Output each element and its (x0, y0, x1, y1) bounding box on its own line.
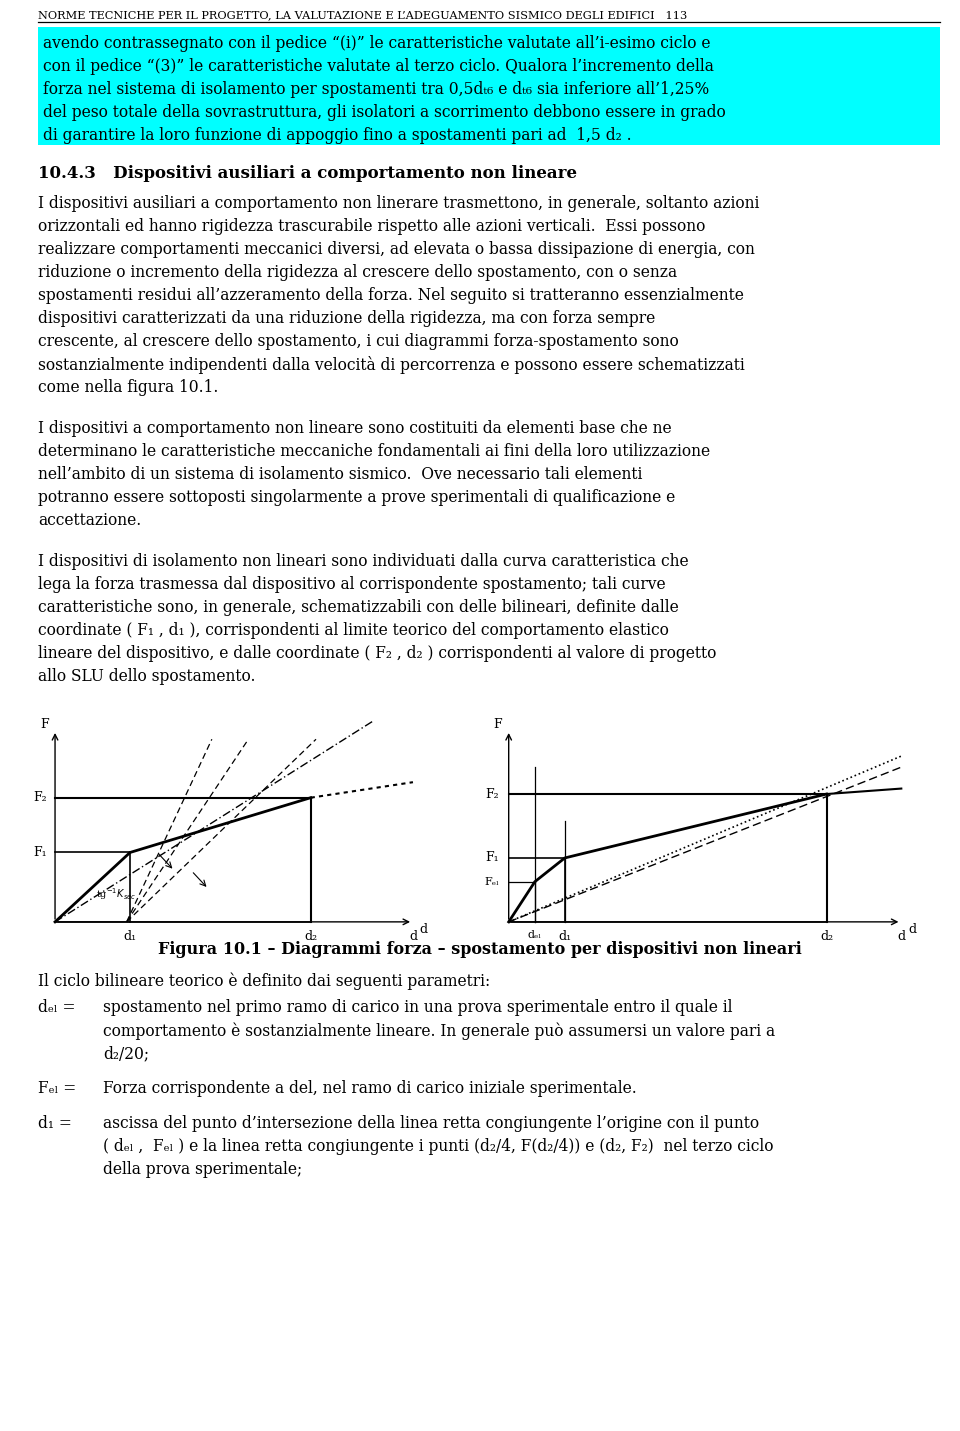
Text: della prova sperimentale;: della prova sperimentale; (103, 1161, 302, 1178)
Text: allo SLU dello spostamento.: allo SLU dello spostamento. (38, 668, 255, 685)
Text: Fₑₗ =: Fₑₗ = (38, 1080, 76, 1098)
Text: forza nel sistema di isolamento per spostamenti tra 0,5dₜ₆ e dₜ₆ sia inferiore a: forza nel sistema di isolamento per spos… (43, 82, 709, 97)
Text: di garantire la loro funzione di appoggio fino a spostamenti pari ad  1,5 d₂ .: di garantire la loro funzione di appoggi… (43, 127, 632, 145)
Text: F₁: F₁ (33, 846, 46, 859)
Bar (38, 27, 940, 145)
Text: del peso totale della sovrastruttura, gli isolatori a scorrimento debbono essere: del peso totale della sovrastruttura, gl… (43, 104, 726, 122)
Text: nell’ambito di un sistema di isolamento sismico.  Ove necessario tali elementi: nell’ambito di un sistema di isolamento … (38, 467, 642, 484)
Text: con il pedice “(3)” le caratteristiche valutate al terzo ciclo. Qualora l’increm: con il pedice “(3)” le caratteristiche v… (43, 59, 714, 74)
Text: spostamenti residui all’azzeramento della forza. Nel seguito si tratteranno esse: spostamenti residui all’azzeramento dell… (38, 288, 744, 303)
Text: realizzare comportamenti meccanici diversi, ad elevata o bassa dissipazione di e: realizzare comportamenti meccanici diver… (38, 240, 755, 258)
Text: F: F (493, 718, 502, 731)
Text: lineare del dispositivo, e dalle coordinate ( F₂ , d₂ ) corrispondenti al valore: lineare del dispositivo, e dalle coordin… (38, 645, 716, 663)
Text: accettazione.: accettazione. (38, 512, 141, 529)
Text: dispositivi caratterizzati da una riduzione della rigidezza, ma con forza sempre: dispositivi caratterizzati da una riduzi… (38, 311, 656, 328)
Text: d₂: d₂ (820, 930, 833, 943)
Text: d: d (908, 923, 917, 936)
Text: determinano le caratteristiche meccaniche fondamentali ai fini della loro utiliz: determinano le caratteristiche meccanich… (38, 444, 710, 459)
Text: ( dₑₗ ,  Fₑₗ ) e la linea retta congiungente i punti (d₂/4, F(d₂/4)) e (d₂, F₂) : ( dₑₗ , Fₑₗ ) e la linea retta congiunge… (103, 1138, 774, 1155)
Text: d₁: d₁ (124, 930, 136, 943)
Text: d₂: d₂ (304, 930, 317, 943)
Text: $\mathregular{tg}^{-1}K_{sec}$: $\mathregular{tg}^{-1}K_{sec}$ (96, 887, 136, 903)
Text: NORME TECNICHE PER IL PROGETTO, LA VALUTAZIONE E L’ADEGUAMENTO SISMICO DEGLI EDI: NORME TECNICHE PER IL PROGETTO, LA VALUT… (38, 10, 687, 20)
Text: riduzione o incremento della rigidezza al crescere dello spostamento, con o senz: riduzione o incremento della rigidezza a… (38, 263, 677, 280)
Text: I dispositivi ausiliari a comportamento non linerare trasmettono, in generale, s: I dispositivi ausiliari a comportamento … (38, 195, 759, 212)
Text: I dispositivi a comportamento non lineare sono costituiti da elementi base che n: I dispositivi a comportamento non linear… (38, 421, 672, 436)
Text: d₂/20;: d₂/20; (103, 1045, 149, 1062)
Text: orizzontali ed hanno rigidezza trascurabile rispetto alle azioni verticali.  Ess: orizzontali ed hanno rigidezza trascurab… (38, 218, 706, 235)
Text: d: d (420, 923, 427, 936)
Text: F₂: F₂ (486, 787, 499, 800)
Text: comportamento è sostanzialmente lineare. In generale può assumersi un valore par: comportamento è sostanzialmente lineare.… (103, 1022, 775, 1039)
Text: Fₑₗ: Fₑₗ (485, 877, 499, 887)
Text: F: F (40, 718, 49, 731)
Text: crescente, al crescere dello spostamento, i cui diagrammi forza-spostamento sono: crescente, al crescere dello spostamento… (38, 333, 679, 351)
Text: 10.4.3   Dispositivi ausiliari a comportamento non lineare: 10.4.3 Dispositivi ausiliari a comportam… (38, 165, 577, 182)
Text: dₑₗ =: dₑₗ = (38, 999, 76, 1016)
Text: d: d (409, 930, 417, 943)
Text: d: d (898, 930, 905, 943)
Text: Figura 10.1 – Diagrammi forza – spostamento per dispositivi non lineari: Figura 10.1 – Diagrammi forza – spostame… (158, 942, 802, 957)
Text: caratteristiche sono, in generale, schematizzabili con delle bilineari, definite: caratteristiche sono, in generale, schem… (38, 600, 679, 615)
Text: I dispositivi di isolamento non lineari sono individuati dalla curva caratterist: I dispositivi di isolamento non lineari … (38, 552, 688, 570)
Text: Il ciclo bilineare teorico è definito dai seguenti parametri:: Il ciclo bilineare teorico è definito da… (38, 973, 491, 990)
Text: avendo contrassegnato con il pedice “(i)” le caratteristiche valutate all’i-esim: avendo contrassegnato con il pedice “(i)… (43, 34, 710, 52)
Text: d₁: d₁ (558, 930, 571, 943)
Text: ascissa del punto d’intersezione della linea retta congiungente l’origine con il: ascissa del punto d’intersezione della l… (103, 1115, 759, 1132)
Text: potranno essere sottoposti singolarmente a prove sperimentali di qualificazione : potranno essere sottoposti singolarmente… (38, 489, 675, 507)
Text: come nella figura 10.1.: come nella figura 10.1. (38, 379, 218, 396)
Text: d₁ =: d₁ = (38, 1115, 72, 1132)
Text: dₑₗ: dₑₗ (528, 930, 541, 940)
Text: sostanzialmente indipendenti dalla velocità di percorrenza e possono essere sche: sostanzialmente indipendenti dalla veloc… (38, 356, 745, 373)
Text: spostamento nel primo ramo di carico in una prova sperimentale entro il quale il: spostamento nel primo ramo di carico in … (103, 999, 732, 1016)
Text: F₁: F₁ (486, 851, 499, 864)
Text: Forza corrispondente a del, nel ramo di carico iniziale sperimentale.: Forza corrispondente a del, nel ramo di … (103, 1080, 636, 1098)
Text: lega la forza trasmessa dal dispositivo al corrispondente spostamento; tali curv: lega la forza trasmessa dal dispositivo … (38, 577, 665, 592)
Text: coordinate ( F₁ , d₁ ), corrispondenti al limite teorico del comportamento elast: coordinate ( F₁ , d₁ ), corrispondenti a… (38, 622, 669, 640)
Text: F₂: F₂ (33, 791, 46, 804)
